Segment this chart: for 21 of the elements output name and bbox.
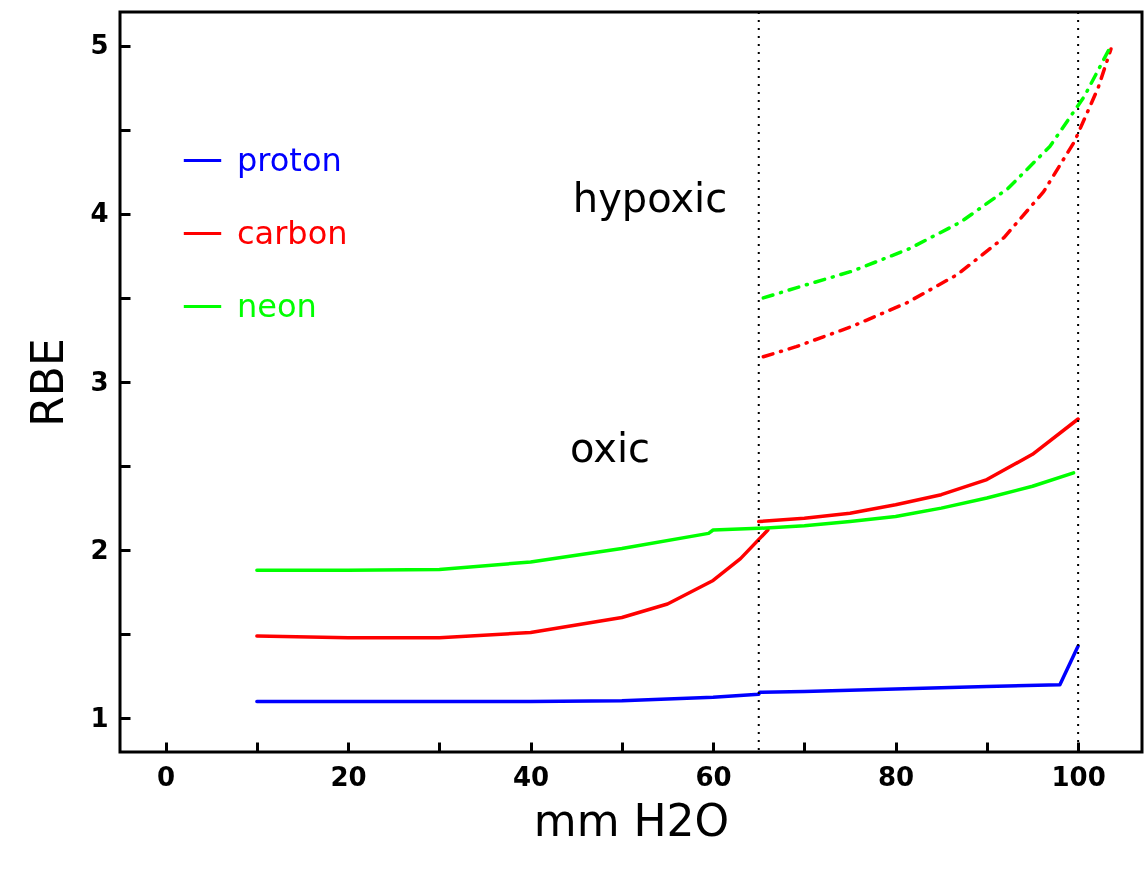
y-tick-label: 3: [90, 366, 109, 397]
y-tick-label: 1: [90, 702, 109, 733]
y-axis-title: RBE: [22, 338, 74, 427]
legend-label: neon: [237, 286, 317, 325]
x-tick-label: 40: [513, 761, 550, 792]
x-tick-label: 100: [1051, 761, 1106, 792]
legend-label: proton: [237, 140, 342, 179]
x-tick-label: 60: [695, 761, 732, 792]
legend-label: carbon: [237, 213, 348, 252]
annotation: hypoxic: [572, 175, 728, 221]
x-axis-title: mm H2O: [533, 794, 730, 846]
line-series: [761, 47, 1113, 359]
y-tick-label: 4: [90, 198, 109, 229]
annotation: oxic: [569, 425, 651, 471]
x-tick-label: 80: [878, 761, 915, 792]
x-tick-label: 0: [157, 761, 176, 792]
x-tick-label: 20: [330, 761, 367, 792]
line-series: [255, 471, 1076, 573]
line-series: [255, 644, 1080, 704]
y-tick-label: 2: [90, 534, 109, 565]
y-tick-label: 5: [90, 30, 109, 61]
